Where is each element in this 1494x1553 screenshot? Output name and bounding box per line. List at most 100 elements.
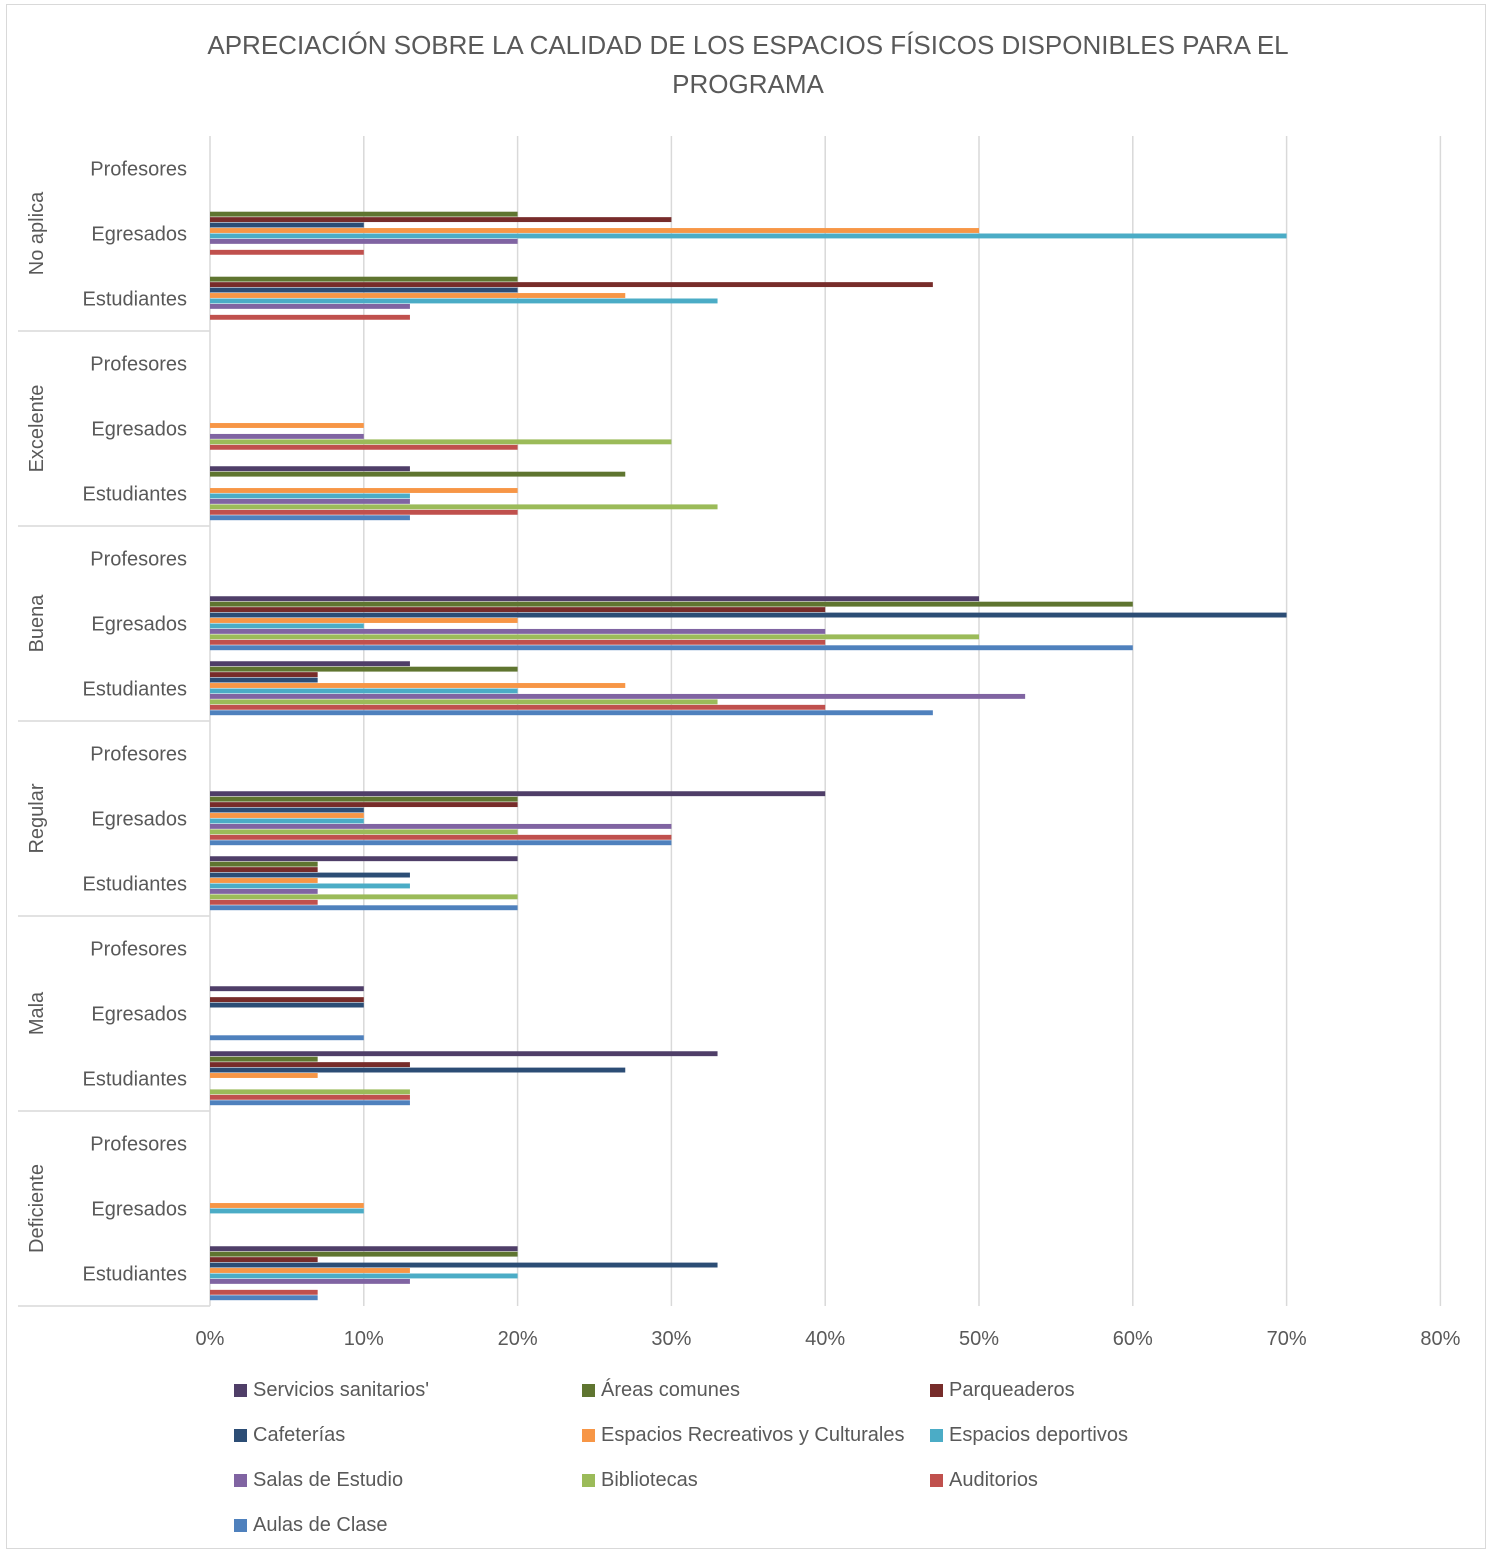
- bar: [210, 634, 979, 640]
- bar: [210, 813, 364, 818]
- bar: [210, 249, 364, 255]
- bar: [210, 504, 718, 510]
- bar: [210, 840, 672, 846]
- category-label: Estudiantes: [82, 484, 187, 506]
- bar: [210, 829, 518, 835]
- legend-swatch: [582, 1473, 595, 1487]
- x-tick-label: 80%: [1420, 1328, 1460, 1350]
- legend-item: Cafeterías: [234, 1422, 345, 1448]
- legend-item: Aulas de Clase: [234, 1512, 388, 1538]
- bar: [210, 1278, 410, 1284]
- bar: [210, 298, 718, 304]
- legend-label: Áreas comunes: [601, 1378, 740, 1401]
- group-label: Buena: [26, 594, 48, 653]
- x-tick-label: 50%: [959, 1328, 999, 1350]
- bar: [210, 601, 1133, 607]
- bar: [210, 466, 410, 472]
- category-label: Egresados: [91, 419, 187, 441]
- category-label: Egresados: [91, 809, 187, 831]
- bar: [210, 1295, 318, 1301]
- legend-item: Bibliotecas: [582, 1467, 698, 1493]
- legend-label: Aulas de Clase: [253, 1513, 388, 1536]
- category-label: Profesores: [90, 1134, 187, 1156]
- bar: [210, 883, 410, 889]
- bar: [210, 899, 318, 905]
- bar: [210, 1035, 364, 1041]
- bar: [210, 314, 410, 320]
- bar: [210, 997, 364, 1003]
- bar: [210, 672, 318, 678]
- bar: [210, 233, 1287, 239]
- bar: [210, 834, 672, 840]
- legend-label: Espacios deportivos: [949, 1423, 1128, 1446]
- bar: [210, 639, 826, 645]
- legend-swatch: [582, 1428, 595, 1442]
- bar: [210, 791, 826, 797]
- bar: [210, 802, 518, 808]
- bar: [210, 1289, 318, 1295]
- bar: [210, 986, 364, 992]
- category-label: Egresados: [91, 224, 187, 246]
- category-label: Egresados: [91, 614, 187, 636]
- legend-label: Auditorios: [949, 1468, 1038, 1491]
- group-label: Regular: [26, 783, 48, 853]
- bar: [210, 509, 518, 515]
- bar: [210, 699, 718, 705]
- bar: [210, 618, 518, 623]
- chart-frame: [6, 4, 1486, 1549]
- x-tick-label: 20%: [498, 1328, 538, 1350]
- legend-swatch: [930, 1473, 943, 1487]
- bar: [210, 1100, 410, 1106]
- bar: [210, 444, 518, 450]
- bar: [210, 222, 364, 228]
- category-label: Estudiantes: [82, 874, 187, 896]
- legend-label: Parqueaderos: [949, 1378, 1075, 1401]
- group-label: No aplica: [26, 191, 48, 275]
- legend-label: Cafeterías: [253, 1423, 346, 1446]
- category-label: Estudiantes: [82, 1069, 187, 1091]
- legend-item: Espacios Recreativos y Culturales: [582, 1422, 904, 1448]
- bar: [210, 1203, 364, 1208]
- bar: [210, 1268, 410, 1273]
- bar: [210, 1246, 518, 1252]
- bar: [210, 894, 518, 900]
- bar: [210, 872, 410, 878]
- x-tick-label: 0%: [196, 1328, 225, 1350]
- bar: [210, 1067, 626, 1073]
- legend-label: Salas de Estudio: [253, 1468, 404, 1491]
- bar: [210, 607, 826, 613]
- bar: [210, 628, 826, 634]
- x-tick-label: 60%: [1113, 1328, 1153, 1350]
- bar: [210, 677, 318, 683]
- bar: [210, 276, 518, 282]
- bar: [210, 303, 410, 309]
- bar: [210, 217, 672, 223]
- legend-item: Espacios deportivos: [930, 1422, 1128, 1448]
- bar: [210, 807, 364, 813]
- legend-label: Servicios sanitarios': [253, 1378, 430, 1401]
- bar: [210, 1073, 318, 1078]
- legend-swatch: [930, 1428, 943, 1442]
- bar: [210, 596, 979, 602]
- bar: [210, 1208, 364, 1214]
- x-tick-label: 30%: [651, 1328, 691, 1350]
- bar: [210, 1257, 318, 1263]
- bar: [210, 688, 518, 694]
- legend-swatch: [930, 1383, 943, 1397]
- bar: [210, 1251, 518, 1257]
- bar: [210, 1094, 410, 1100]
- bar: [210, 498, 410, 504]
- chart-title: APRECIACIÓN SOBRE LA CALIDAD DE LOS ESPA…: [207, 30, 1289, 99]
- bar: [210, 905, 518, 911]
- category-label: Estudiantes: [82, 1264, 187, 1286]
- category-label: Estudiantes: [82, 679, 187, 701]
- legend-item: Parqueaderos: [930, 1377, 1075, 1403]
- bar: [210, 1002, 364, 1008]
- bar: [210, 666, 518, 672]
- legend-item: Auditorios: [930, 1467, 1038, 1493]
- bar: [210, 1062, 410, 1068]
- bar: [210, 823, 672, 829]
- bar: [210, 493, 410, 499]
- bar: [210, 818, 364, 824]
